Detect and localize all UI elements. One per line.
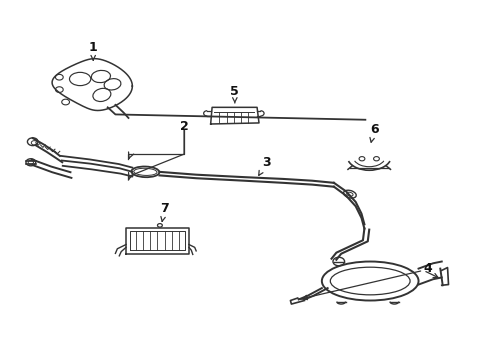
Text: 2: 2 [179, 120, 188, 133]
Text: 3: 3 [258, 157, 270, 175]
Text: 5: 5 [230, 85, 239, 103]
Text: 4: 4 [423, 262, 432, 275]
Text: 1: 1 [89, 41, 98, 60]
Text: 7: 7 [160, 202, 169, 221]
Text: 6: 6 [369, 123, 378, 142]
